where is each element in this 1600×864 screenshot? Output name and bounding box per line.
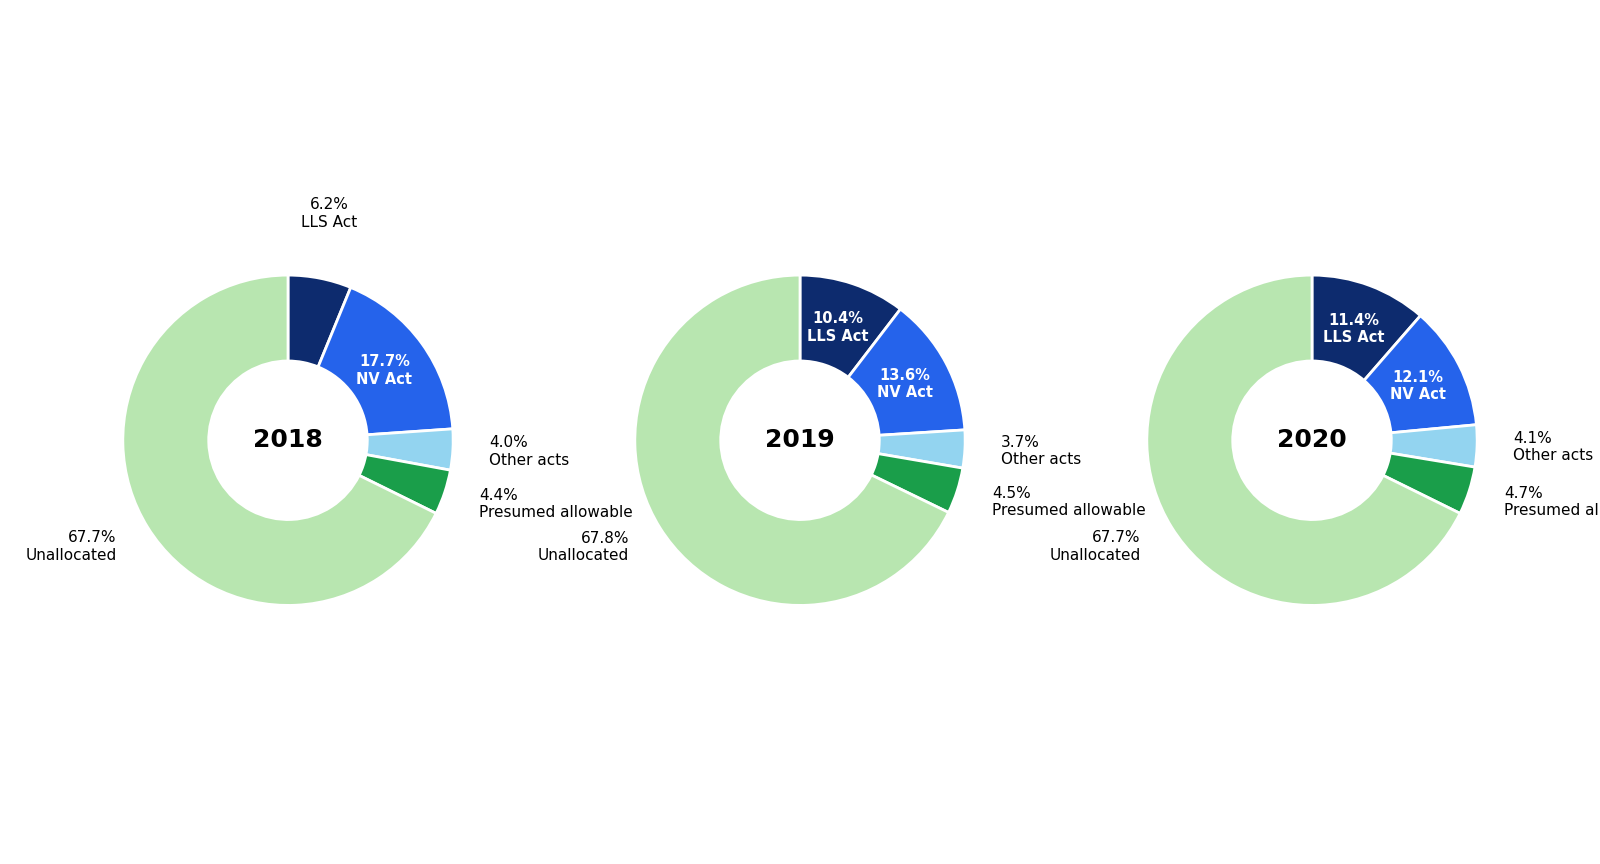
- Wedge shape: [1312, 275, 1421, 380]
- Text: 67.8%
Unallocated: 67.8% Unallocated: [538, 531, 629, 563]
- Wedge shape: [366, 429, 453, 470]
- Text: 12.1%
NV Act: 12.1% NV Act: [1390, 370, 1446, 402]
- Text: 11.4%
LLS Act: 11.4% LLS Act: [1323, 313, 1384, 345]
- Text: 2019: 2019: [765, 429, 835, 452]
- Wedge shape: [358, 454, 451, 513]
- Text: 4.7%
Presumed allowable: 4.7% Presumed allowable: [1504, 486, 1600, 518]
- Text: 4.4%
Presumed allowable: 4.4% Presumed allowable: [480, 487, 634, 520]
- Wedge shape: [878, 430, 965, 468]
- Text: 6.2%
LLS Act: 6.2% LLS Act: [301, 197, 358, 230]
- Text: 13.6%
NV Act: 13.6% NV Act: [877, 368, 933, 401]
- Text: 10.4%
LLS Act: 10.4% LLS Act: [808, 311, 869, 344]
- Text: 4.0%
Other acts: 4.0% Other acts: [490, 435, 570, 467]
- Text: 4.1%
Other acts: 4.1% Other acts: [1514, 431, 1594, 463]
- Wedge shape: [1365, 315, 1477, 433]
- Text: 2020: 2020: [1277, 429, 1347, 452]
- Text: 67.7%
Unallocated: 67.7% Unallocated: [26, 530, 117, 562]
- Wedge shape: [1147, 275, 1461, 606]
- Wedge shape: [123, 275, 437, 606]
- Wedge shape: [318, 288, 453, 435]
- Text: 2018: 2018: [253, 429, 323, 452]
- Text: 17.7%
NV Act: 17.7% NV Act: [357, 354, 413, 387]
- Wedge shape: [1382, 453, 1475, 513]
- Text: 3.7%
Other acts: 3.7% Other acts: [1002, 435, 1082, 467]
- Wedge shape: [848, 309, 965, 435]
- Wedge shape: [288, 275, 350, 367]
- Wedge shape: [872, 454, 963, 512]
- Wedge shape: [635, 275, 949, 606]
- Text: 4.5%
Presumed allowable: 4.5% Presumed allowable: [992, 486, 1146, 518]
- Text: 67.7%
Unallocated: 67.7% Unallocated: [1050, 530, 1141, 562]
- Wedge shape: [800, 275, 901, 378]
- Wedge shape: [1390, 425, 1477, 467]
